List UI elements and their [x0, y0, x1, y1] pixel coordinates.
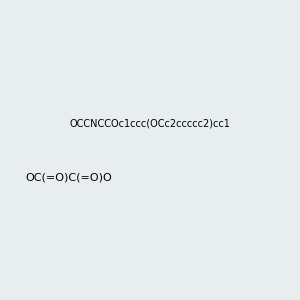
Text: OC(=O)C(=O)O: OC(=O)C(=O)O: [26, 172, 112, 182]
Text: OCCNCCOc1ccc(OCc2ccccc2)cc1: OCCNCCOc1ccc(OCc2ccccc2)cc1: [70, 118, 230, 128]
